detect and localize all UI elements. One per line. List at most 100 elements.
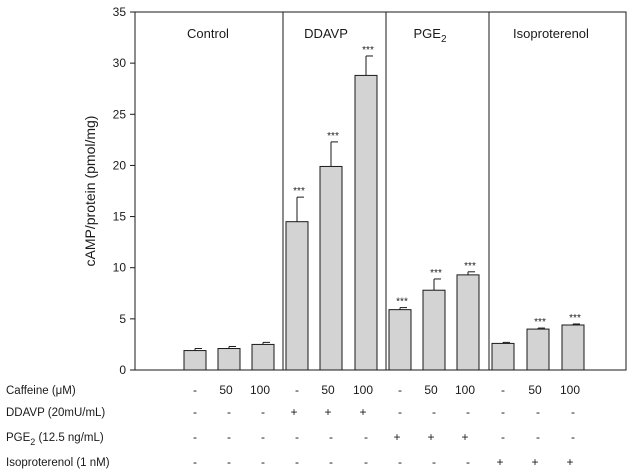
- condition-value: -: [261, 405, 265, 419]
- y-axis-label: cAMP/protein (pmol/mg): [82, 116, 98, 267]
- panel-label: Control: [187, 26, 229, 41]
- condition-value: -: [193, 455, 197, 469]
- condition-value: -: [227, 430, 231, 444]
- condition-value: -: [193, 430, 197, 444]
- condition-label-label: PGE: [6, 432, 31, 444]
- bar: [285, 221, 309, 371]
- condition-value: 50: [219, 383, 233, 397]
- condition-value: -: [329, 455, 333, 469]
- condition-label-label: Isoproterenol (1 nM): [6, 457, 110, 469]
- bar: [251, 343, 275, 371]
- condition-value: -: [329, 430, 333, 444]
- condition-value: -: [571, 405, 575, 419]
- significance-marker: ***: [534, 317, 546, 328]
- condition-value: -: [466, 455, 470, 469]
- condition-value: +: [324, 405, 331, 419]
- condition-value: -: [261, 455, 265, 469]
- panel-label-subscript: 2: [441, 34, 447, 45]
- condition-label: Caffeine (μM): [6, 385, 76, 397]
- condition-value: +: [461, 430, 468, 444]
- panel-label: PGE2: [413, 26, 446, 45]
- condition-value: -: [295, 383, 299, 397]
- y-tick-label: 0: [119, 363, 126, 377]
- bar: [319, 165, 343, 371]
- panel-label-text: PGE: [413, 26, 441, 41]
- condition-label-after: (12.5 ng/mL): [35, 432, 104, 444]
- y-tick-label: 15: [113, 210, 127, 224]
- bar: [422, 289, 446, 371]
- condition-value: 100: [560, 383, 580, 397]
- condition-value: -: [466, 405, 470, 419]
- condition-value: +: [496, 455, 503, 469]
- condition-label-after: M): [62, 385, 76, 397]
- bar: [456, 274, 480, 371]
- bar: [388, 309, 412, 371]
- panel-label-text: Control: [187, 26, 229, 41]
- y-tick-label: 10: [113, 261, 127, 275]
- condition-value: +: [359, 405, 366, 419]
- condition-value: -: [501, 430, 505, 444]
- condition-value: 50: [321, 383, 335, 397]
- condition-value: -: [295, 455, 299, 469]
- condition-value: -: [398, 455, 402, 469]
- condition-value: -: [193, 383, 197, 397]
- condition-label: DDAVP (20mU/mL): [6, 407, 105, 419]
- condition-value: +: [290, 405, 297, 419]
- significance-marker: ***: [464, 261, 476, 272]
- condition-value: -: [227, 405, 231, 419]
- condition-label-label: Caffeine (: [6, 385, 56, 397]
- condition-value: 50: [424, 383, 438, 397]
- condition-value: +: [531, 455, 538, 469]
- panel-label: DDAVP: [304, 26, 348, 41]
- y-tick-label: 35: [113, 5, 127, 19]
- condition-value: 50: [528, 383, 542, 397]
- condition-value: -: [501, 405, 505, 419]
- significance-marker: ***: [569, 313, 581, 324]
- significance-marker: ***: [396, 297, 408, 308]
- condition-value: +: [566, 455, 573, 469]
- significance-marker: ***: [327, 131, 339, 142]
- bar: [354, 74, 378, 371]
- condition-label-sub: 2: [30, 437, 35, 447]
- significance-marker: ***: [293, 186, 305, 197]
- condition-label: Isoproterenol (1 nM): [6, 457, 110, 469]
- panel-label-text: Isoproterenol: [513, 26, 589, 41]
- bar: [183, 350, 207, 371]
- condition-value: -: [501, 383, 505, 397]
- condition-value: -: [295, 430, 299, 444]
- condition-value: -: [227, 455, 231, 469]
- panel-label: Isoproterenol: [513, 26, 589, 41]
- condition-value: -: [364, 430, 368, 444]
- bar: [561, 324, 585, 371]
- condition-value: +: [393, 430, 400, 444]
- y-tick-label: 25: [113, 107, 127, 121]
- significance-marker: ***: [362, 45, 374, 56]
- condition-value: -: [398, 405, 402, 419]
- condition-value: -: [432, 455, 436, 469]
- bar: [217, 348, 241, 371]
- condition-value: -: [193, 405, 197, 419]
- condition-value: 100: [353, 383, 373, 397]
- panel-label-text: DDAVP: [304, 26, 348, 41]
- condition-value: -: [536, 405, 540, 419]
- condition-label-mu: μ: [56, 385, 63, 397]
- y-tick-label: 30: [113, 56, 127, 70]
- significance-marker: ***: [430, 268, 442, 279]
- condition-value: -: [398, 383, 402, 397]
- y-tick-label: 5: [119, 312, 126, 326]
- condition-value: 100: [250, 383, 270, 397]
- condition-value: +: [427, 430, 434, 444]
- plot-frame: [134, 11, 627, 371]
- condition-label-label: DDAVP (20mU/mL): [6, 407, 105, 419]
- bar: [491, 342, 515, 371]
- bar: [526, 328, 550, 371]
- condition-value: 100: [455, 383, 475, 397]
- condition-label: PGE2 (12.5 ng/mL): [6, 432, 104, 447]
- condition-value: -: [536, 430, 540, 444]
- condition-value: -: [571, 430, 575, 444]
- y-tick-label: 20: [113, 158, 127, 172]
- condition-value: -: [261, 430, 265, 444]
- condition-value: -: [364, 455, 368, 469]
